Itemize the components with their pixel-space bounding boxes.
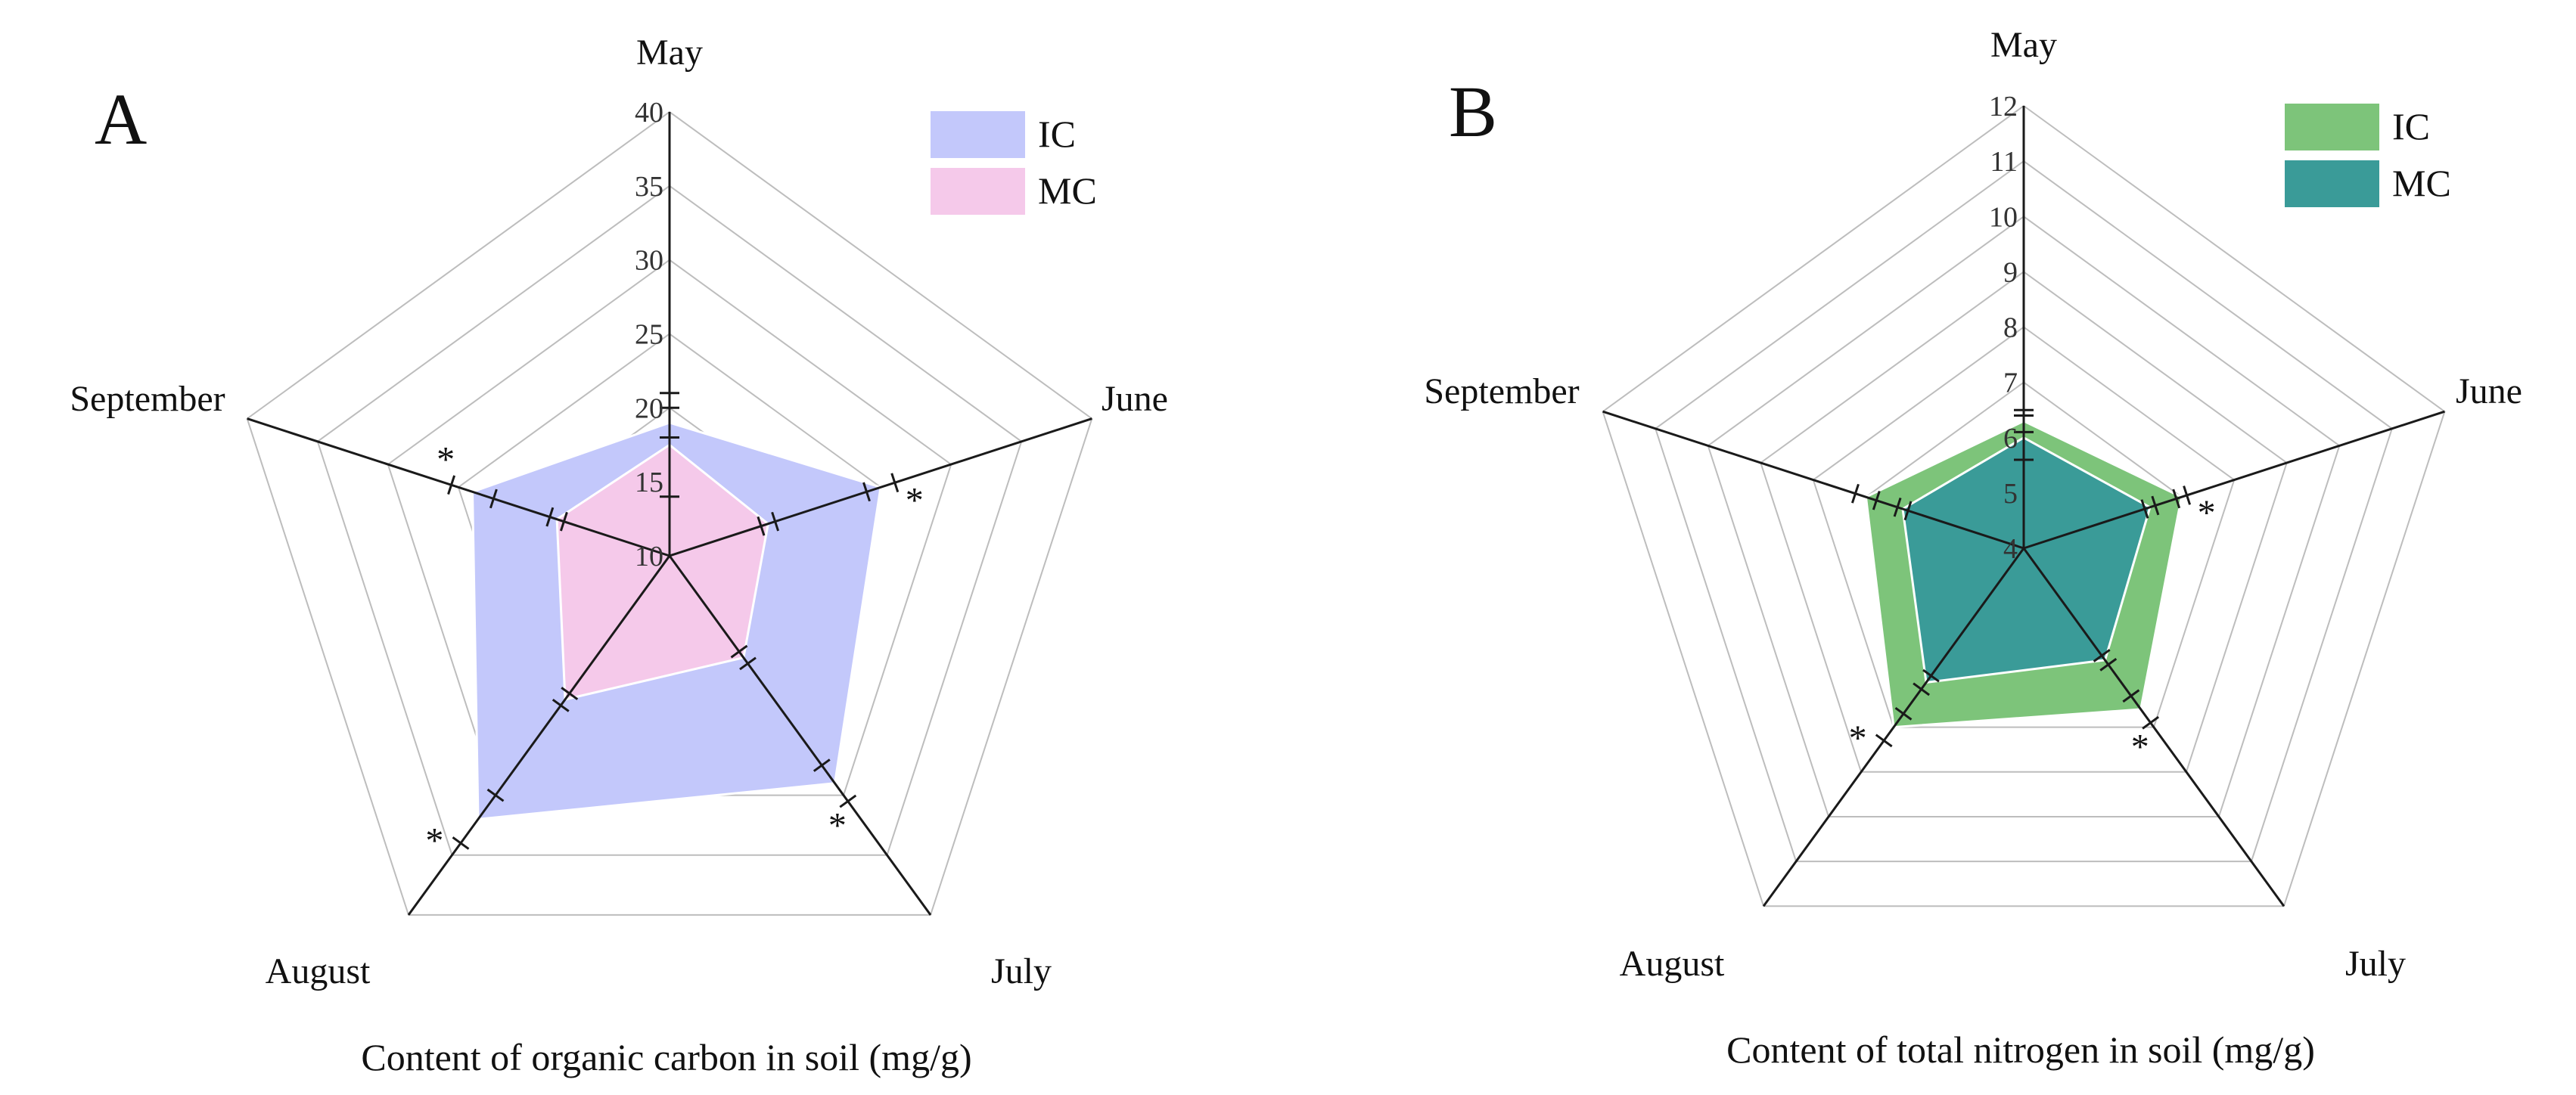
grid-ring <box>1812 326 2236 728</box>
error-cap <box>2140 499 2149 519</box>
error-cap <box>545 507 555 527</box>
tick-label: 6 <box>2003 423 2018 454</box>
error-cap <box>2122 689 2140 703</box>
tick-label: 30 <box>635 245 663 277</box>
error-cap <box>730 644 748 659</box>
error-cap <box>1913 682 1930 696</box>
error-cap <box>486 788 505 802</box>
grid-ring <box>246 110 1093 916</box>
tick-label: 15 <box>635 467 663 498</box>
category-label: July <box>2345 944 2406 984</box>
radar-panel-B: 4 5 6 7 8 9 10 11 12 May June July August September * *… <box>1424 25 2522 1071</box>
category-label: June <box>2456 371 2522 411</box>
category-label: July <box>991 951 1052 991</box>
tick-label: 4 <box>2003 533 2018 565</box>
tick-label: 9 <box>2003 256 2018 288</box>
error-cap <box>2142 715 2159 730</box>
error-cap <box>2183 485 2192 505</box>
error-cap <box>2093 649 2111 662</box>
tick-label: 7 <box>2003 368 2018 399</box>
error-cap <box>890 473 900 493</box>
axis-july <box>2022 548 2285 907</box>
error-cap <box>489 489 498 509</box>
error-cap <box>552 698 570 712</box>
tick-label: 35 <box>635 171 663 203</box>
chart-title: Content of total nitrogen in soil (mg/g) <box>1726 1028 2315 1071</box>
axis-june <box>2023 410 2445 550</box>
legend-label-mc: MC <box>1038 169 1097 212</box>
tick-label: 20 <box>635 392 663 424</box>
error-cap <box>447 475 456 495</box>
grid-ring <box>1760 271 2288 773</box>
legend-swatch-mc <box>931 168 1025 215</box>
category-label: September <box>1424 371 1579 411</box>
error-cap <box>2172 489 2181 509</box>
significance-star: * <box>2198 493 2216 533</box>
error-cap <box>2099 657 2118 672</box>
significance-star: * <box>828 805 847 845</box>
axis-august <box>407 555 671 916</box>
grid-ring <box>1707 216 2341 817</box>
category-label: May <box>1990 25 2057 65</box>
axis-august <box>1762 548 2025 907</box>
error-cap <box>561 687 579 700</box>
tick-label: 40 <box>635 97 663 129</box>
legend-label-ic: IC <box>1038 113 1076 155</box>
error-cap <box>771 511 780 532</box>
tick-label: 25 <box>635 319 663 351</box>
legend-swatch-ic <box>2285 104 2379 150</box>
category-label: August <box>1620 944 1725 984</box>
error-cap <box>739 656 757 671</box>
panel-label: A <box>95 79 147 160</box>
significance-star: * <box>2131 727 2149 768</box>
error-cap <box>559 511 568 532</box>
legend-label-mc: MC <box>2392 162 2451 204</box>
error-cap <box>1872 490 1881 510</box>
category-label: May <box>636 33 703 73</box>
category-label: June <box>1102 379 1168 419</box>
grid-ring <box>1655 160 2393 863</box>
tick-label: 10 <box>635 541 663 572</box>
legend-swatch-mc <box>2285 160 2379 207</box>
axis-july <box>668 555 932 916</box>
error-cap <box>452 836 470 850</box>
error-cap <box>1875 734 1893 748</box>
panel-label: B <box>1449 71 1497 152</box>
category-label: September <box>70 379 225 419</box>
error-cap <box>757 516 766 536</box>
significance-star: * <box>437 439 455 479</box>
error-cap <box>813 758 831 772</box>
axis-june <box>669 417 1092 557</box>
significance-star: * <box>1849 718 1867 758</box>
significance-star: * <box>425 821 443 861</box>
tick-label: 8 <box>2003 312 2018 344</box>
error-cap <box>2151 495 2160 516</box>
series-area-mc <box>1901 436 2152 684</box>
significance-star: * <box>906 480 924 520</box>
error-cap <box>1894 706 1913 721</box>
legend-label-ic: IC <box>2392 105 2430 147</box>
error-cap <box>1893 497 1902 517</box>
category-label: August <box>266 951 371 991</box>
series-area-mc <box>555 443 769 701</box>
error-cap <box>862 482 871 502</box>
tick-label: 12 <box>1989 91 2018 123</box>
chart-title: Content of organic carbon in soil (mg/g) <box>361 1036 971 1078</box>
radar-panel-A: 10 15 20 25 30 35 40 May June July August September… <box>70 33 1168 1078</box>
tick-label: 10 <box>1989 201 2018 233</box>
legend-swatch-ic <box>931 111 1025 158</box>
grid-ring <box>316 185 1023 856</box>
error-cap <box>1850 483 1860 504</box>
axis-september <box>247 417 670 557</box>
tick-label: 11 <box>1990 146 2018 178</box>
grid-ring <box>1602 104 2446 907</box>
error-cap <box>839 794 857 808</box>
error-cap <box>1922 668 1940 683</box>
tick-label: 5 <box>2003 478 2018 510</box>
axis-september <box>1602 410 2024 550</box>
error-cap <box>1903 501 1913 521</box>
